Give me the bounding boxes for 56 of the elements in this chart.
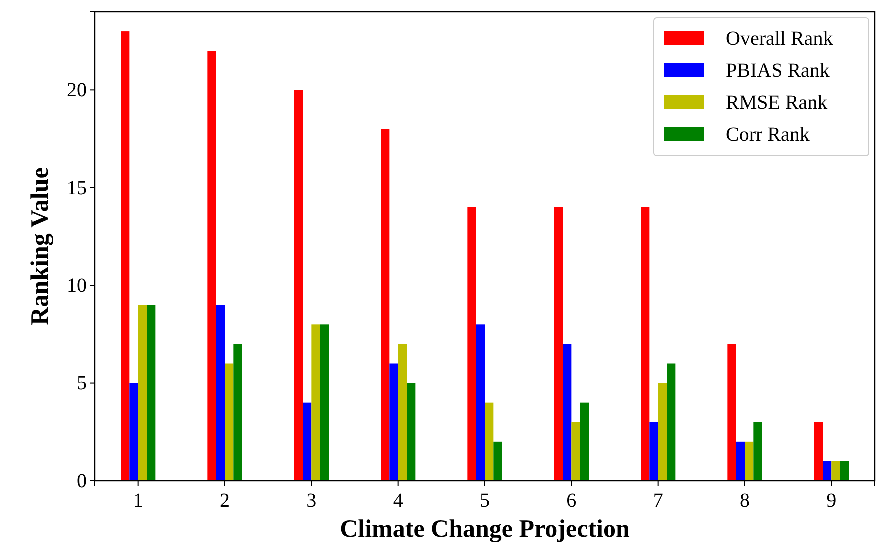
bar — [754, 422, 762, 481]
x-tick-label: 7 — [653, 490, 664, 512]
x-tick-label: 2 — [220, 490, 230, 512]
bar — [121, 32, 130, 481]
y-tick-label: 0 — [77, 470, 87, 492]
bar — [147, 305, 156, 481]
x-tick-label: 9 — [826, 490, 837, 512]
bar — [823, 461, 832, 481]
bar — [572, 422, 580, 481]
bar — [234, 344, 242, 481]
bar — [407, 383, 416, 481]
x-tick-label: 5 — [480, 490, 490, 512]
legend-label: PBIAS Rank — [726, 60, 830, 82]
bar — [294, 90, 303, 481]
bar — [138, 305, 147, 481]
bar — [130, 383, 138, 481]
bar — [554, 207, 563, 481]
bar — [476, 324, 485, 481]
bar — [320, 324, 329, 481]
x-tick-label: 8 — [740, 490, 750, 512]
bar — [580, 402, 589, 481]
y-tick-label: 5 — [77, 372, 87, 395]
bar — [650, 422, 658, 481]
y-tick-label: 20 — [67, 80, 87, 102]
bar — [832, 461, 840, 481]
x-tick-label: 6 — [566, 490, 577, 512]
bar — [667, 364, 676, 481]
y-axis-title: Ranking Value — [27, 168, 54, 326]
bar — [563, 344, 572, 481]
bar — [485, 402, 494, 481]
bar — [745, 442, 754, 481]
legend-label: Corr Rank — [726, 124, 810, 146]
bar — [494, 442, 502, 481]
bar — [468, 207, 476, 481]
x-tick-label: 4 — [393, 490, 404, 512]
bar — [381, 129, 390, 481]
bar — [658, 383, 667, 481]
bar — [641, 207, 650, 481]
bar — [303, 402, 312, 481]
bar — [736, 442, 745, 481]
bar — [390, 364, 398, 481]
x-tick-label: 1 — [133, 490, 144, 512]
bar — [208, 51, 216, 481]
legend-label: Overall Rank — [726, 28, 834, 50]
bar — [312, 324, 320, 481]
bar — [814, 422, 823, 481]
bar — [216, 305, 225, 481]
legend-label: RMSE Rank — [726, 92, 828, 114]
x-tick-label: 3 — [306, 490, 317, 512]
bar — [398, 344, 407, 481]
y-tick-label: 15 — [67, 177, 87, 200]
bar — [728, 344, 736, 481]
bar — [225, 364, 234, 481]
y-tick-label: 10 — [67, 274, 87, 297]
bar — [840, 461, 849, 481]
x-axis-title: Climate Change Projection — [340, 516, 630, 543]
